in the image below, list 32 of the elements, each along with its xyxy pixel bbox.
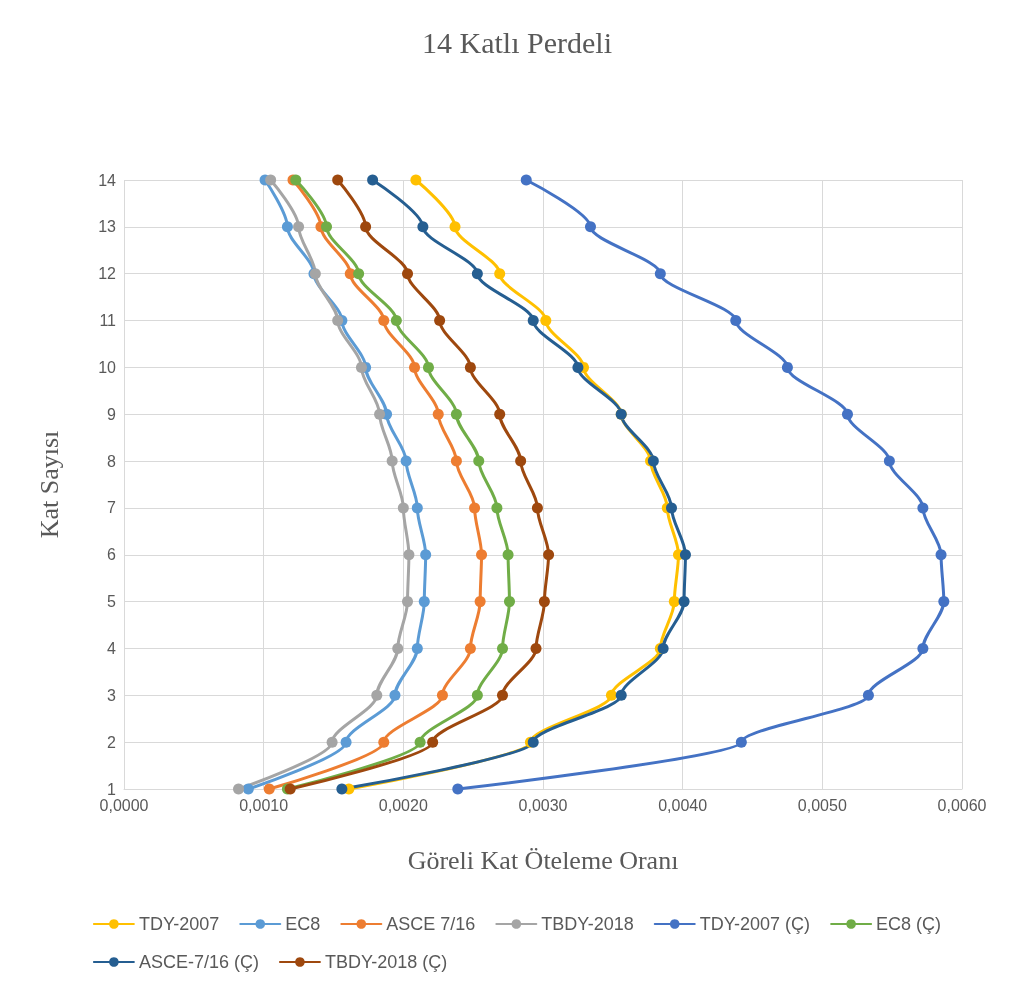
legend-label: TDY-2007 <box>138 914 220 934</box>
x-tick-label: 0,0050 <box>797 796 847 814</box>
x-tick-label: 0,0060 <box>937 796 987 814</box>
legend-label: TDY-2007 (Ç) <box>699 914 811 934</box>
y-tick-label: 10 <box>98 358 117 376</box>
y-tick-label: 4 <box>107 639 117 657</box>
y-tick-label: 14 <box>98 171 117 189</box>
x-tick-label: 0,0030 <box>518 796 568 814</box>
legend-label: ASCE-7/16 (Ç) <box>138 952 259 972</box>
y-axis-title: Kat Sayısı <box>34 430 64 539</box>
x-tick-label: 0,0010 <box>239 796 289 814</box>
y-tick-label: 1 <box>107 780 117 798</box>
y-tick-label: 11 <box>99 312 117 330</box>
legend-label: TBDY-2018 <box>541 914 634 934</box>
y-tick-label: 5 <box>107 593 117 611</box>
y-tick-label: 9 <box>107 405 117 423</box>
chart-title: 14 Katlı Perdeli <box>422 25 612 59</box>
legend-label: EC8 (Ç) <box>876 914 942 934</box>
y-tick-label: 3 <box>107 686 117 704</box>
legend-label: EC8 <box>285 914 321 934</box>
legend-label: ASCE 7/16 <box>386 914 476 934</box>
x-tick-label: 0,0040 <box>658 796 708 814</box>
y-tick-label: 6 <box>107 546 117 564</box>
legend-label: TBDY-2018 (Ç) <box>324 952 448 972</box>
y-tick-label: 8 <box>107 452 117 470</box>
y-tick-label: 13 <box>98 218 117 236</box>
x-tick-label: 0,0000 <box>99 796 149 814</box>
x-axis-title: Göreli Kat Öteleme Oranı <box>407 845 679 875</box>
y-tick-label: 7 <box>107 499 117 517</box>
y-tick-label: 12 <box>98 265 117 283</box>
y-tick-label: 2 <box>107 733 117 751</box>
x-tick-label: 0,0020 <box>378 796 428 814</box>
